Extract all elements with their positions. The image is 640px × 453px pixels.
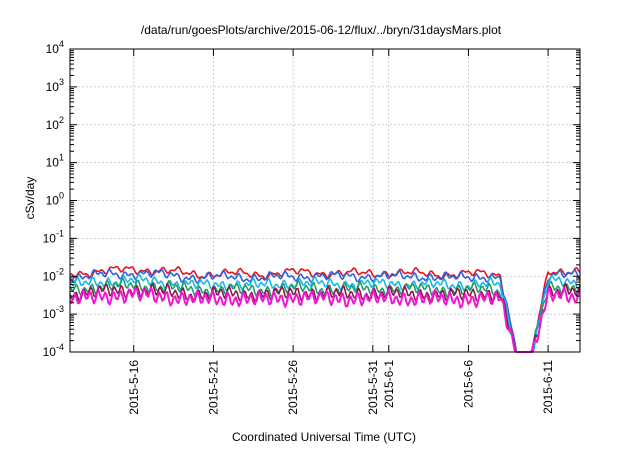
y-tick-label: 102 [46,115,64,132]
y-tick-mantissa: 10 [46,194,60,208]
y-tick-exponent: 0 [59,191,64,201]
x-tick-label: 2015-6-6 [461,360,475,408]
y-tick-label: 100 [46,191,64,208]
y-tick-label: 10-2 [43,266,64,283]
series-line [69,286,581,353]
y-tick-mantissa: 10 [43,231,57,245]
x-tick-label: 2015-6-1 [382,360,396,408]
series-line [69,273,581,353]
y-tick-mantissa: 10 [43,307,57,321]
y-tick-exponent: -4 [56,342,64,352]
y-tick-mantissa: 10 [46,42,60,56]
y-tick-mantissa: 10 [46,80,60,94]
x-tick-label: 2015-5-21 [206,360,220,415]
y-tick-exponent: 1 [59,153,64,163]
y-tick-exponent: -1 [56,228,64,238]
x-axis: 2015-5-16 2015-5-21 2015-5-26 2015-5-31 2015… [127,49,555,415]
y-tick-exponent: -2 [56,266,64,276]
y-tick-label: 10-3 [43,304,64,321]
y-tick-mantissa: 10 [46,156,60,170]
x-tick-label: 2015-5-16 [127,360,141,415]
y-tick-label: 103 [46,77,64,94]
y-tick-mantissa: 10 [43,345,57,359]
y-tick-label: 10-1 [43,228,64,245]
y-axis-title: cSv/day [23,177,37,220]
x-tick-label: 2015-5-26 [286,360,300,415]
series-line [70,268,581,353]
y-tick-exponent: 4 [59,39,64,49]
series-layer [69,265,581,353]
chart-title: /data/run/goesPlots/archive/2015-06-12/f… [141,23,502,37]
series-line [69,277,581,353]
y-tick-label: 104 [46,39,64,56]
y-tick-exponent: 3 [59,77,64,87]
x-axis-title: Coordinated Universal Time (UTC) [232,430,416,444]
x-tick-label: 2015-6-11 [541,360,555,414]
y-tick-mantissa: 10 [43,269,57,283]
y-tick-exponent: -3 [56,304,64,314]
y-tick-mantissa: 10 [46,118,60,132]
y-tick-label: 101 [46,153,64,170]
y-tick-label: 10-4 [43,342,64,359]
x-tick-label: 2015-5-31 [366,360,380,415]
series-line [69,265,581,353]
y-tick-exponent: 2 [59,115,64,125]
